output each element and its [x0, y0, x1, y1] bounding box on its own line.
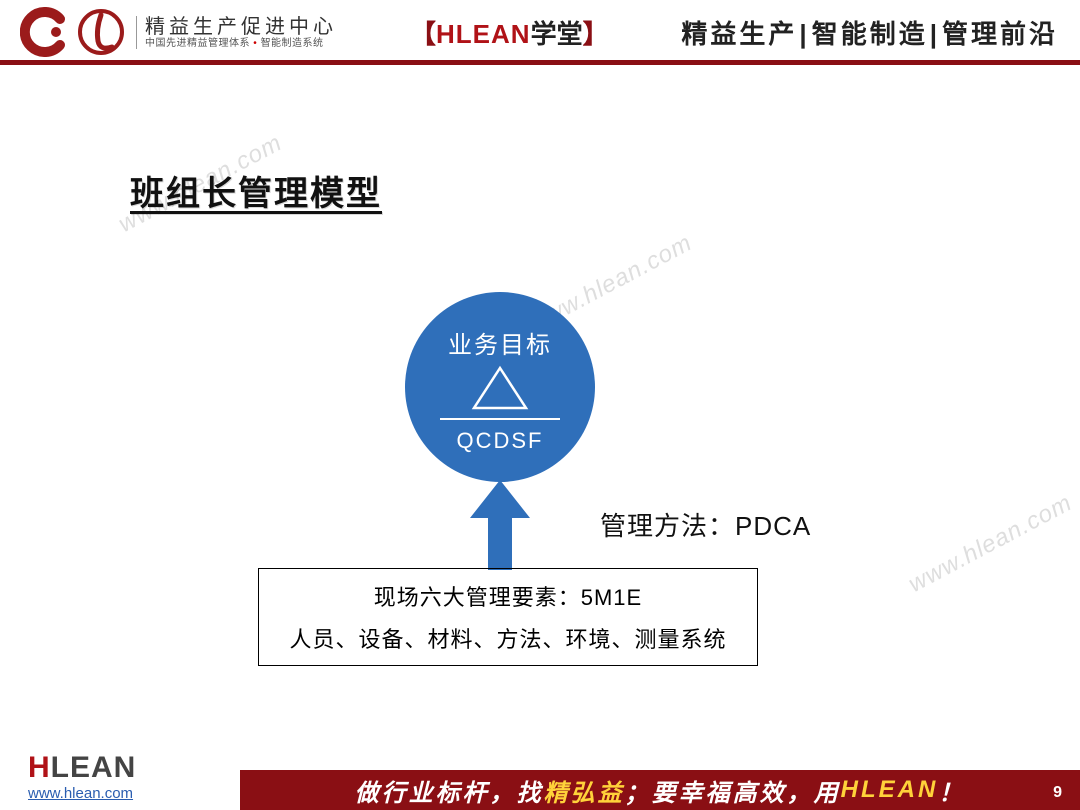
logo-mark-c — [20, 7, 70, 57]
factors-line1: 现场六大管理要素：5M1E — [374, 580, 642, 612]
nav-item: 管理前沿 — [942, 19, 1058, 49]
watermark: www.hlean.com — [904, 489, 1077, 599]
logo-block: 精益生产促进中心 中国先进精益管理体系 • 智能制造系统 — [20, 7, 337, 57]
slide-title: 班组长管理模型 — [130, 166, 382, 215]
header-divider — [0, 60, 1080, 65]
method-label: 管理方法：PDCA — [600, 506, 811, 543]
circle-divider — [440, 418, 560, 420]
factors-line2: 人员、设备、材料、方法、环境、测量系统 — [289, 622, 726, 654]
logo-text: 精益生产促进中心 中国先进精益管理体系 • 智能制造系统 — [136, 16, 337, 49]
footer-bar: 做行业标杆，找精弘益；要幸福高效，用HLEAN！ 9 — [240, 770, 1080, 810]
goal-circle: 业务目标 QCDSF — [405, 292, 595, 482]
factors-box: 现场六大管理要素：5M1E 人员、设备、材料、方法、环境、测量系统 — [258, 568, 758, 666]
footer-url: www.hlean.com — [28, 785, 136, 802]
circle-bottom-label: QCDSF — [457, 428, 544, 454]
circle-top-label: 业务目标 — [448, 325, 552, 360]
brand-center: 【HLEAN学堂】 — [410, 14, 609, 51]
footer-logo-text: HLEAN — [28, 751, 136, 785]
footer-logo: HLEAN www.hlean.com — [28, 751, 136, 802]
logo-subtitle: 中国先进精益管理体系 • 智能制造系统 — [145, 38, 337, 49]
nav-item: 精益生产 — [681, 19, 797, 49]
triangle-icon — [470, 364, 530, 412]
logo-title: 精益生产促进中心 — [145, 16, 337, 38]
page-number: 9 — [1053, 784, 1062, 802]
nav-item: 智能制造 — [812, 19, 928, 49]
slide-footer: HLEAN www.hlean.com 做行业标杆，找精弘益；要幸福高效，用HL… — [0, 754, 1080, 810]
up-arrow-icon — [470, 480, 530, 570]
header-nav: 精益生产|智能制造|管理前沿 — [681, 14, 1058, 51]
slide-content: www.hlean.com www.hlean.com www.hlean.co… — [0, 70, 1080, 754]
logo-mark-circle — [76, 7, 126, 57]
slide-header: 精益生产促进中心 中国先进精益管理体系 • 智能制造系统 【HLEAN学堂】 精… — [0, 0, 1080, 60]
